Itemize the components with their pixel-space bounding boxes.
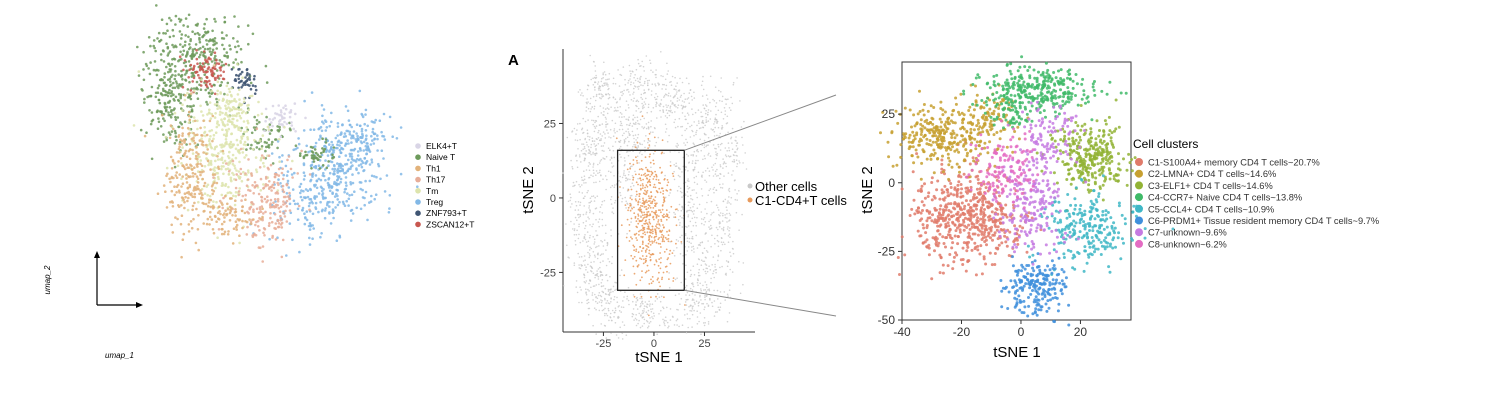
tsne-detail-y-label: tSNE 2 <box>859 166 876 214</box>
legend-swatch <box>748 184 753 189</box>
y-tick-label: 25 <box>544 118 556 130</box>
cluster-legend-title: Cell clusters <box>1133 137 1198 151</box>
legend-label: Other cells <box>755 179 818 194</box>
umap-legend-swatch <box>415 166 421 172</box>
umap-axes <box>94 251 143 308</box>
tsne-overview-y-ticks: 25 0 -25 <box>540 118 563 279</box>
umap-legend-swatch <box>415 154 421 160</box>
x-tick-label: -40 <box>893 325 911 339</box>
tsne-detail-x-label: tSNE 1 <box>993 344 1041 361</box>
y-tick-label: 0 <box>888 176 895 190</box>
umap-legend-label: ZSCAN12+T <box>426 219 474 229</box>
y-tick-label: -25 <box>878 244 896 258</box>
y-tick-label: -25 <box>540 267 556 279</box>
cluster-legend-label: C6-PRDM1+ Tissue resident memory CD4 T c… <box>1148 216 1379 226</box>
cluster-legend-swatch <box>1135 193 1143 201</box>
umap-legend-swatch <box>415 222 421 228</box>
umap-legend-label: Naive T <box>426 152 455 162</box>
umap-legend-swatch <box>415 143 421 149</box>
cluster-legend-swatch <box>1135 228 1143 236</box>
x-tick-label: 0 <box>1018 325 1025 339</box>
cluster-legend-swatch <box>1135 158 1143 166</box>
y-tick-label: 0 <box>550 193 556 205</box>
umap-legend-label: ZNF793+T <box>426 208 467 218</box>
umap-legend-swatch <box>415 199 421 205</box>
x-tick-label: 20 <box>1074 325 1088 339</box>
umap-y-label: umap_2 <box>43 265 52 294</box>
umap-legend-label: Tm <box>426 186 438 196</box>
umap-legend-swatch <box>415 177 421 183</box>
cluster-legend-label: C1-S100A4+ memory CD4 T cells~20.7% <box>1148 158 1320 168</box>
cluster-legend-swatch <box>1135 181 1143 189</box>
cluster-legend-label: C7-unknown~9.6% <box>1148 228 1227 238</box>
cluster-legend-label: C4-CCR7+ Naive CD4 T cells~13.8% <box>1148 193 1302 203</box>
x-tick-label: -25 <box>595 338 611 350</box>
x-tick-label: 25 <box>698 338 710 350</box>
umap-scatter-points <box>133 0 419 263</box>
tsne-overview-x-label: tSNE 1 <box>635 349 683 366</box>
cluster-legend-swatch <box>1135 240 1143 248</box>
y-tick-label: 25 <box>882 107 896 121</box>
umap-legend-label: Treg <box>426 197 443 207</box>
umap-legend-swatch <box>415 188 421 194</box>
y-tick-label: -50 <box>878 313 896 327</box>
umap-legend-swatch <box>415 210 421 216</box>
cluster-legend-label: C3-ELF1+ CD4 T cells~14.6% <box>1148 181 1273 191</box>
cluster-legend-label: C2-LMNA+ CD4 T cells~14.6% <box>1148 169 1276 179</box>
legend-swatch <box>748 198 753 203</box>
cluster-legend-label: C5-CCL4+ CD4 T cells~10.9% <box>1148 204 1274 214</box>
umap-legend-label: Th1 <box>426 163 441 173</box>
umap-x-label: umap_1 <box>105 351 134 360</box>
cluster-legend-swatch <box>1135 170 1143 178</box>
cluster-legend-label: C8-unknown~6.2% <box>1148 239 1227 249</box>
panel-label: A <box>508 52 519 69</box>
umap-legend-label: Th17 <box>426 175 446 185</box>
tsne-detail-y-ticks: 25 0 -25 -50 <box>878 107 902 327</box>
tsne-overview-y-label: tSNE 2 <box>520 166 537 214</box>
legend-label: C1-CD4+T cells <box>755 193 847 208</box>
tsne-overview-plot-area <box>563 49 755 332</box>
umap-legend-label: ELK4+T <box>426 141 457 151</box>
tsne-detail-x-ticks: -40 -20 0 20 <box>893 320 1087 339</box>
cluster-legend-swatch <box>1135 205 1143 213</box>
cluster-legend: C1-S100A4+ memory CD4 T cells~20.7%C2-LM… <box>1135 158 1379 250</box>
cluster-legend-swatch <box>1135 217 1143 225</box>
x-tick-label: -20 <box>953 325 971 339</box>
